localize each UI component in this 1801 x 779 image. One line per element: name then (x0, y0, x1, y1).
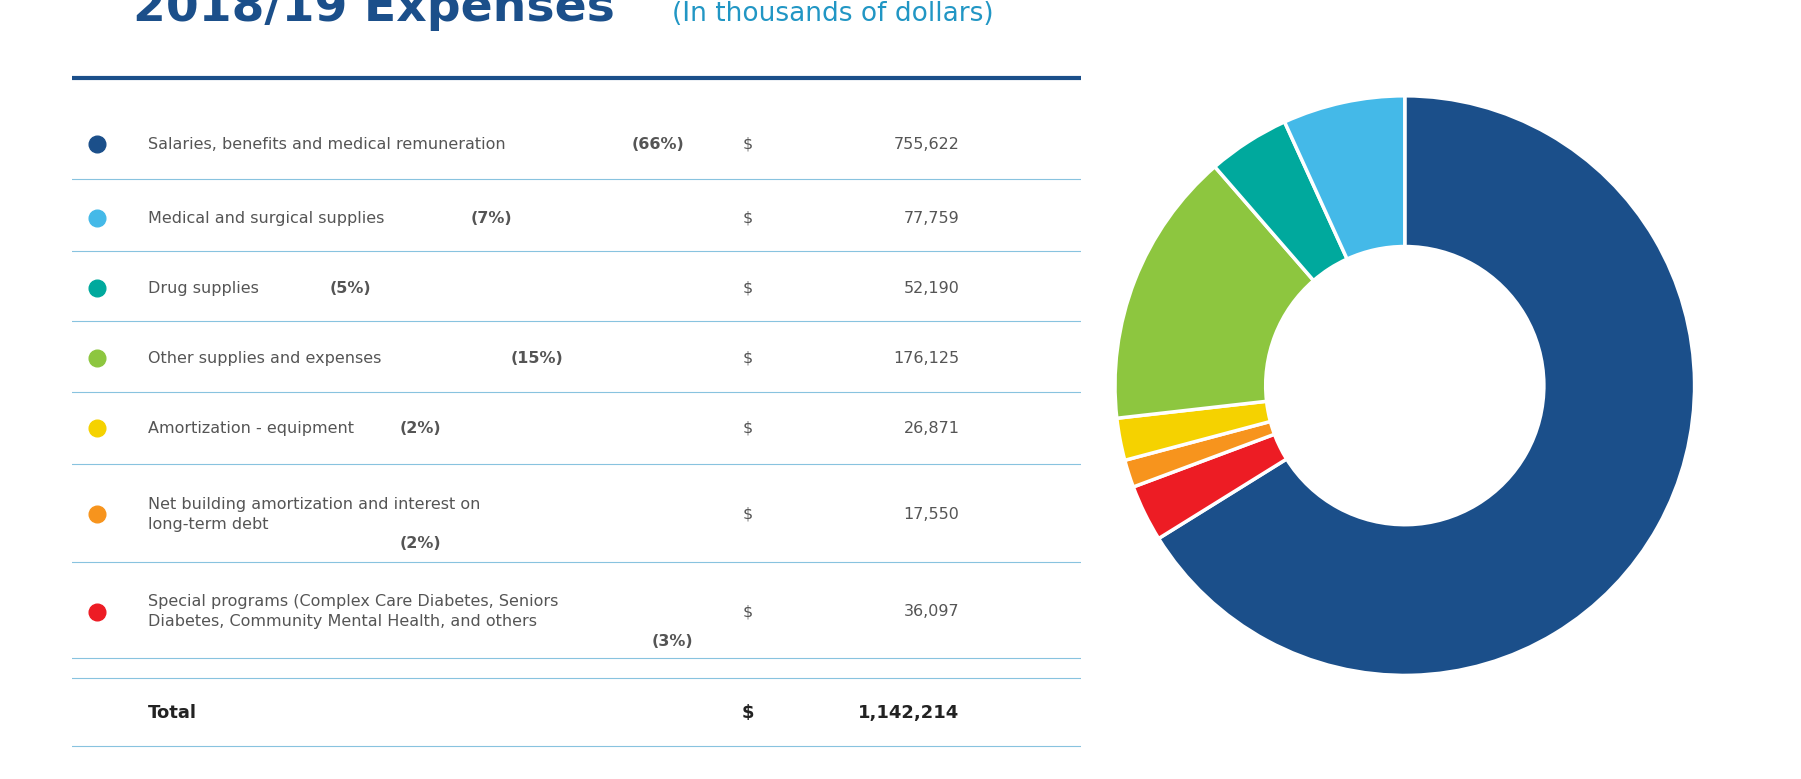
Wedge shape (1117, 401, 1270, 460)
Text: (66%): (66%) (632, 136, 684, 152)
Wedge shape (1158, 96, 1695, 675)
Text: (In thousands of dollars): (In thousands of dollars) (672, 2, 994, 27)
Text: Amortization - equipment: Amortization - equipment (148, 421, 353, 436)
Text: 26,871: 26,871 (904, 421, 960, 436)
Text: Net building amortization and interest on
long-term debt: Net building amortization and interest o… (148, 497, 481, 531)
Text: 36,097: 36,097 (904, 604, 960, 619)
Text: $: $ (742, 703, 755, 722)
Text: $: $ (742, 604, 753, 619)
Text: Total: Total (148, 703, 196, 722)
Text: Salaries, benefits and medical remuneration: Salaries, benefits and medical remunerat… (148, 136, 506, 152)
Wedge shape (1216, 122, 1347, 280)
Text: 77,759: 77,759 (904, 210, 960, 226)
Text: Special programs (Complex Care Diabetes, Seniors
Diabetes, Community Mental Heal: Special programs (Complex Care Diabetes,… (148, 594, 558, 629)
Text: $: $ (742, 421, 753, 436)
Wedge shape (1115, 167, 1313, 418)
Text: (5%): (5%) (330, 280, 371, 296)
Text: 52,190: 52,190 (904, 280, 960, 296)
Wedge shape (1133, 434, 1286, 538)
Text: Drug supplies: Drug supplies (148, 280, 259, 296)
Text: (3%): (3%) (652, 633, 693, 649)
Text: (2%): (2%) (400, 536, 441, 552)
Text: $: $ (742, 210, 753, 226)
Text: $: $ (742, 506, 753, 522)
Text: 1,142,214: 1,142,214 (859, 703, 960, 722)
Text: $: $ (742, 280, 753, 296)
Wedge shape (1284, 96, 1405, 259)
Text: Other supplies and expenses: Other supplies and expenses (148, 351, 382, 366)
Text: $: $ (742, 136, 753, 152)
Wedge shape (1126, 421, 1275, 487)
Text: (15%): (15%) (511, 351, 564, 366)
Text: $: $ (742, 351, 753, 366)
Text: 17,550: 17,550 (904, 506, 960, 522)
Text: Medical and surgical supplies: Medical and surgical supplies (148, 210, 384, 226)
Text: 755,622: 755,622 (893, 136, 960, 152)
Text: (7%): (7%) (470, 210, 511, 226)
Text: 2018/19 Expenses: 2018/19 Expenses (133, 0, 614, 31)
Text: (2%): (2%) (400, 421, 441, 436)
Text: 176,125: 176,125 (893, 351, 960, 366)
